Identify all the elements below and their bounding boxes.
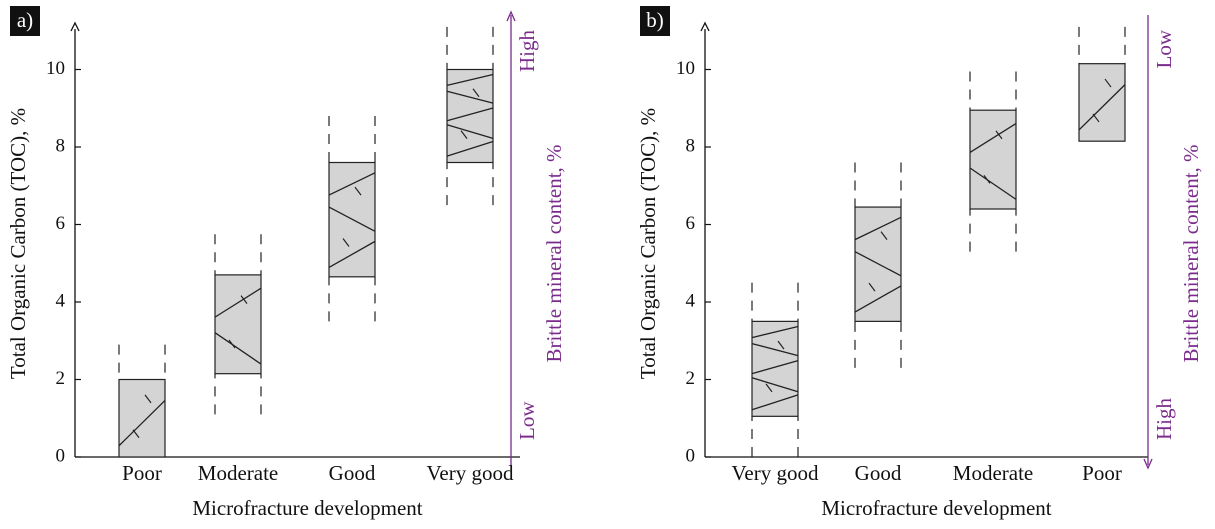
y-tick-label: 10 — [676, 58, 695, 79]
x-tick-label: Poor — [1082, 461, 1122, 485]
y2-bottom-label: Low — [515, 401, 539, 440]
y-tick-label: 0 — [56, 445, 66, 466]
y-tick-label: 0 — [686, 445, 696, 466]
range-box — [119, 380, 165, 458]
y-tick-label: 6 — [686, 213, 696, 234]
y-tick-label: 4 — [686, 290, 696, 311]
range-box — [1079, 64, 1125, 142]
x-tick-label: Very good — [427, 461, 514, 485]
page: a) 0 2 4 6 8 10 Total Organic Carbon (TOC), % Mi… — [0, 0, 1215, 529]
y2-axis-title: Brittle mineral content, % — [1179, 144, 1203, 362]
x-tick-label: Good — [329, 461, 376, 485]
y-axis-title: Total Organic Carbon (TOC), % — [636, 108, 660, 379]
x-axis-title: Microfracture development — [821, 496, 1051, 520]
y-tick-label: 8 — [686, 135, 696, 156]
y-tick-label: 10 — [46, 58, 65, 79]
y2-bottom-label: High — [1152, 398, 1176, 441]
y-tick-label: 2 — [686, 368, 696, 389]
y-axis-title: Total Organic Carbon (TOC), % — [6, 108, 30, 379]
y-tick-label: 8 — [56, 135, 66, 156]
y2-axis-title: Brittle mineral content, % — [542, 144, 566, 362]
y-tick-label: 4 — [56, 290, 66, 311]
x-tick-label: Very good — [732, 461, 819, 485]
x-tick-label: Good — [855, 461, 902, 485]
y2-top-label: Low — [1152, 29, 1176, 68]
panel-label: a) — [17, 8, 33, 32]
x-tick-label: Moderate — [198, 461, 278, 485]
y-tick-label: 2 — [56, 368, 66, 389]
x-tick-label: Poor — [122, 461, 162, 485]
x-axis-title: Microfracture development — [192, 496, 422, 520]
x-tick-label: Moderate — [953, 461, 1033, 485]
panel-label: b) — [646, 8, 664, 32]
y-tick-label: 6 — [56, 213, 66, 234]
y2-top-label: High — [515, 30, 539, 73]
figure: a) 0 2 4 6 8 10 Total Organic Carbon (TOC), % Mi… — [0, 0, 1215, 529]
